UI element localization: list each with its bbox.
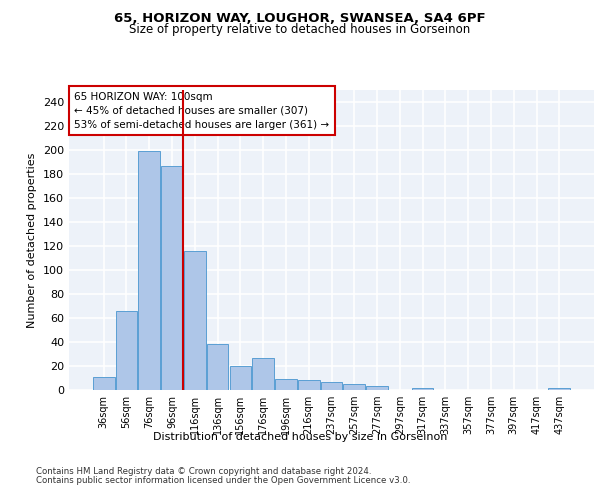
Bar	[253, 358, 274, 390]
Y-axis label: Number of detached properties: Number of detached properties	[28, 152, 37, 328]
Bar	[184, 251, 206, 390]
Bar	[207, 344, 229, 390]
Text: Contains HM Land Registry data © Crown copyright and database right 2024.: Contains HM Land Registry data © Crown c…	[36, 467, 371, 476]
Bar	[320, 382, 343, 390]
Bar	[298, 380, 320, 390]
Text: Size of property relative to detached houses in Gorseinon: Size of property relative to detached ho…	[130, 22, 470, 36]
Bar	[161, 166, 183, 390]
Bar	[230, 366, 251, 390]
Text: 65 HORIZON WAY: 100sqm
← 45% of detached houses are smaller (307)
53% of semi-de: 65 HORIZON WAY: 100sqm ← 45% of detached…	[74, 92, 329, 130]
Text: Contains public sector information licensed under the Open Government Licence v3: Contains public sector information licen…	[36, 476, 410, 485]
Bar	[139, 151, 160, 390]
Bar	[275, 379, 297, 390]
Bar	[548, 388, 570, 390]
Bar	[93, 377, 115, 390]
Text: 65, HORIZON WAY, LOUGHOR, SWANSEA, SA4 6PF: 65, HORIZON WAY, LOUGHOR, SWANSEA, SA4 6…	[114, 12, 486, 26]
Bar	[412, 388, 433, 390]
Bar	[366, 386, 388, 390]
Text: Distribution of detached houses by size in Gorseinon: Distribution of detached houses by size …	[153, 432, 447, 442]
Bar	[343, 384, 365, 390]
Bar	[116, 311, 137, 390]
